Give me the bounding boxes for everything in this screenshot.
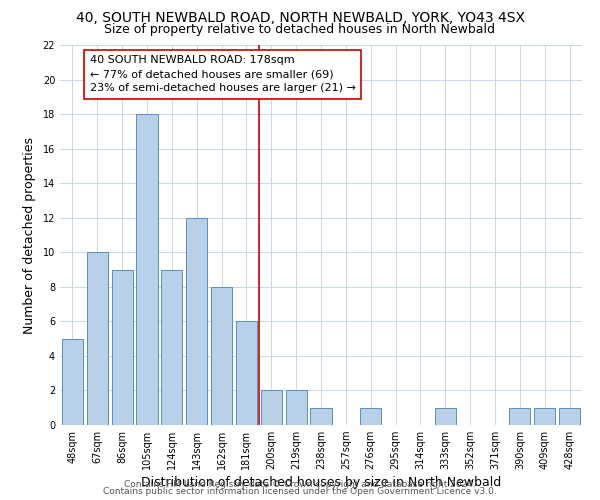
Bar — [112, 270, 133, 425]
Text: Size of property relative to detached houses in North Newbald: Size of property relative to detached ho… — [104, 22, 496, 36]
Bar — [559, 408, 580, 425]
Bar — [136, 114, 158, 425]
Bar — [509, 408, 530, 425]
Bar — [161, 270, 182, 425]
Bar — [435, 408, 456, 425]
Text: 40, SOUTH NEWBALD ROAD, NORTH NEWBALD, YORK, YO43 4SX: 40, SOUTH NEWBALD ROAD, NORTH NEWBALD, Y… — [76, 11, 524, 25]
Bar — [236, 322, 257, 425]
Y-axis label: Number of detached properties: Number of detached properties — [23, 136, 35, 334]
Text: Contains HM Land Registry data © Crown copyright and database right 2024.: Contains HM Land Registry data © Crown c… — [124, 480, 476, 489]
Text: Contains public sector information licensed under the Open Government Licence v3: Contains public sector information licen… — [103, 487, 497, 496]
Text: 40 SOUTH NEWBALD ROAD: 178sqm
← 77% of detached houses are smaller (69)
23% of s: 40 SOUTH NEWBALD ROAD: 178sqm ← 77% of d… — [90, 56, 356, 94]
Bar — [310, 408, 332, 425]
Bar — [534, 408, 555, 425]
Bar — [261, 390, 282, 425]
Bar — [211, 287, 232, 425]
Bar — [62, 338, 83, 425]
Bar — [360, 408, 381, 425]
Bar — [286, 390, 307, 425]
X-axis label: Distribution of detached houses by size in North Newbald: Distribution of detached houses by size … — [141, 476, 501, 490]
Bar — [87, 252, 108, 425]
Bar — [186, 218, 207, 425]
